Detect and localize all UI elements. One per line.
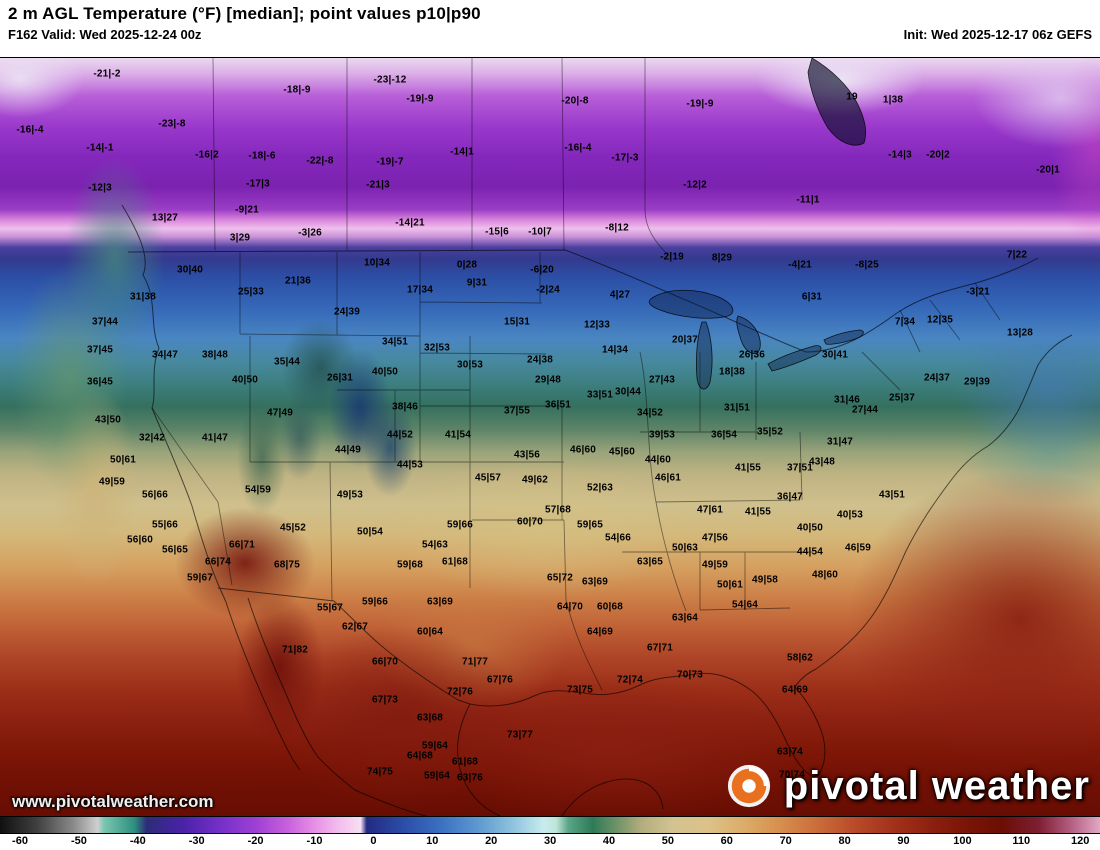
colorbar-tick-label: 10 xyxy=(426,835,439,847)
colorbar-tick-label: 120 xyxy=(1071,835,1090,847)
colorbar-tick-label: -40 xyxy=(129,835,146,847)
colorbar-tick-label: 50 xyxy=(661,835,675,847)
colorbar-tick-label: 30 xyxy=(543,835,557,847)
map-title: 2 m AGL Temperature (°F) [median]; point… xyxy=(8,4,481,23)
brand-text: pivotal weather xyxy=(783,763,1090,808)
colorbar-tick-label: 20 xyxy=(485,835,498,847)
pivotal-logo-icon xyxy=(727,764,770,808)
colorbar-tick-label: 90 xyxy=(897,835,910,847)
colorbar-tick-label: -60 xyxy=(12,835,28,847)
temperature-colorbar xyxy=(0,817,1100,834)
brand-watermark: pivotal weather xyxy=(726,763,1090,809)
colorbar-tick-label: 80 xyxy=(838,835,851,847)
colorbar-tick-label: -20 xyxy=(247,835,264,847)
colorbar-tick-label: -10 xyxy=(306,835,323,847)
colorbar-tick-label: 110 xyxy=(1012,835,1031,847)
colorbar-tick-label: 100 xyxy=(953,835,972,847)
colorbar-tick-label: 60 xyxy=(720,835,733,847)
watermark-url: www.pivotalweather.com xyxy=(12,792,214,811)
temperature-field xyxy=(0,58,1100,816)
init-time-label: Init: Wed 2025-12-17 06z GEFS xyxy=(903,27,1092,42)
valid-time-label: F162 Valid: Wed 2025-12-24 00z xyxy=(8,27,202,42)
colorbar-tick-label: 40 xyxy=(602,835,616,847)
colorbar-tick-label: -30 xyxy=(188,835,205,847)
colorbar-tick-label: -50 xyxy=(70,835,87,847)
colorbar-tick-label: 70 xyxy=(779,835,792,847)
colorbar-tick-label: 0 xyxy=(370,835,377,847)
temperature-map xyxy=(0,57,1100,817)
colorbar-tick-labels: -60 -50 -40 -30 -20 -10 0 10 20 30 40 50 60 70 80 90 100… xyxy=(0,834,1100,850)
title-bar: 2 m AGL Temperature (°F) [median]; point… xyxy=(0,0,1100,57)
